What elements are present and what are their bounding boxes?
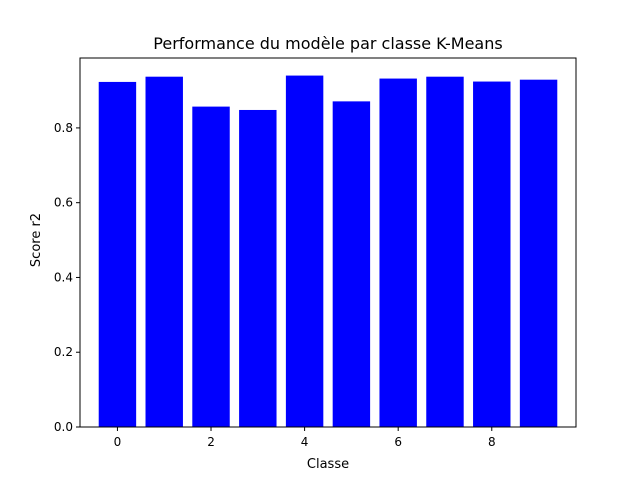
bar-9	[519, 79, 558, 427]
x-tick-label: 2	[207, 435, 215, 449]
x-tick-label: 6	[394, 435, 402, 449]
x-tick-label: 4	[301, 435, 309, 449]
y-tick-label: 0.6	[54, 196, 73, 210]
y-tick-label: 0.4	[54, 270, 73, 284]
bar-4	[285, 75, 324, 428]
chart-title: Performance du modèle par classe K-Means	[153, 34, 502, 53]
y-axis-label: Score r2	[29, 213, 44, 267]
x-tick-label: 8	[488, 435, 496, 449]
bar-2	[192, 106, 230, 428]
y-tick-label: 0.2	[54, 345, 73, 359]
bar-7	[426, 76, 464, 428]
bar-0	[98, 81, 137, 427]
x-tick-label: 0	[114, 435, 122, 449]
y-tick-label: 0.8	[54, 121, 73, 135]
bar-8	[473, 81, 511, 427]
plot-area-frame	[79, 57, 577, 428]
bar-3	[239, 109, 277, 428]
bar-1	[145, 76, 183, 428]
bars-group	[98, 75, 558, 428]
x-axis-label: Classe	[307, 457, 349, 472]
y-tick-label: 0.0	[54, 420, 73, 434]
bar-5	[332, 101, 371, 427]
x-ticks-group: 0 2 4 6 8	[114, 427, 496, 449]
bar-6	[379, 78, 417, 427]
y-ticks-group: 0.0 0.2 0.4 0.6 0.8	[54, 121, 80, 434]
